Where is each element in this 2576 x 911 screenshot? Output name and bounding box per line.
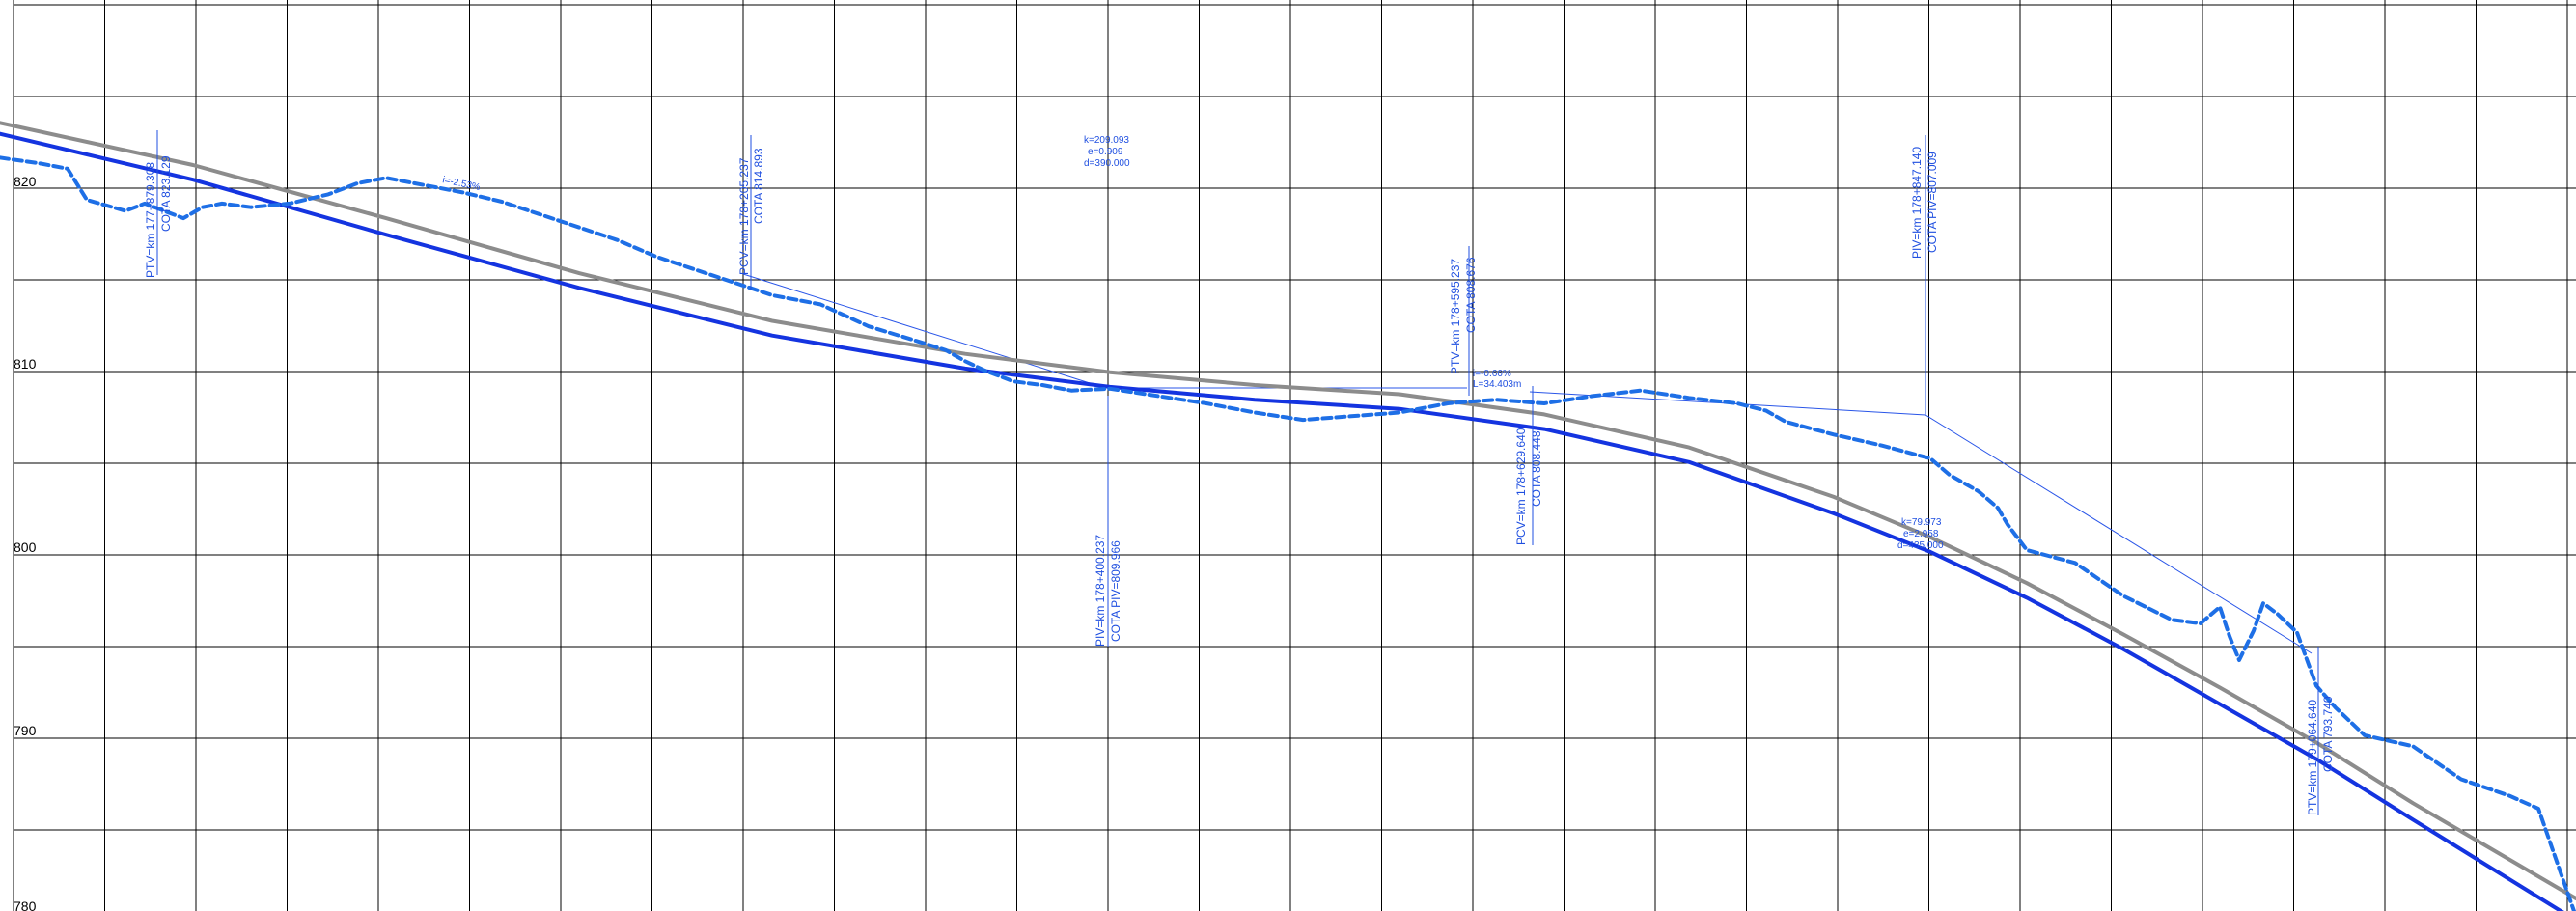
grade-label: i=-0.66% (1473, 369, 1511, 379)
elevation-tick-label: 810 (14, 356, 37, 372)
curve-k-label: k=209.093 (1084, 135, 1129, 146)
piv-elevation-label: COTA PIV=809.966 (1109, 540, 1122, 642)
ptv-station-label: PTV=km 178+595.237 (1449, 259, 1462, 374)
grade-label: L=34.403m (1473, 379, 1521, 390)
curve-k-label: k=79.973 (1901, 517, 1942, 528)
curve-d-label: d=435.000 (1897, 540, 1944, 551)
pcv-station-label: PCV=km 178+629.640 (1514, 428, 1528, 545)
pcv-elevation-label: COTA 808.448 (1530, 430, 1543, 507)
piv-station-label: PIV=km 178+400.237 (1094, 535, 1107, 647)
elevation-tick-label: 780 (14, 898, 37, 911)
ptv-elevation-label: COTA 823.129 (159, 155, 173, 232)
curve-d-label: d=390.000 (1084, 158, 1130, 169)
vertical-curve-parameters: k=209.093 e=0.909 d=390.000 k=79.973 e=2… (1084, 135, 1944, 551)
reference-grade-line (0, 121, 2576, 900)
curve-e-label: e=0.909 (1088, 147, 1123, 157)
pcv-station-label: PCV=km 178+205.237 (737, 157, 751, 275)
station-annotations: PTV=km 177+879.308 COTA 823.129 PCV=km 1… (144, 147, 2335, 815)
ptv-station-label: PTV=km 179+064.640 (2306, 700, 2319, 815)
profile-series (0, 121, 2576, 911)
piv-elevation-label: COTA PIV=807.009 (1925, 152, 1939, 253)
elevation-tick-label: 820 (14, 174, 37, 189)
annotation-leaders (156, 130, 2319, 815)
elevation-tick-label: 800 (14, 539, 37, 555)
design-grade-line (0, 131, 2564, 911)
ptv-elevation-label: COTA 808.676 (1464, 257, 1478, 333)
profile-grid (13, 0, 2576, 911)
pcv-elevation-label: COTA 814.893 (752, 148, 765, 224)
ptv-elevation-label: COTA 793.740 (2321, 696, 2335, 772)
terrain-profile-line (0, 155, 2576, 911)
ptv-station-label: PTV=km 177+879.308 (144, 162, 157, 278)
elevation-tick-label: 790 (14, 723, 37, 738)
curve-e-label: e=2.958 (1903, 529, 1939, 539)
elevation-axis-labels: 820 810 800 790 780 (14, 174, 37, 911)
piv-station-label: PIV=km 178+847.140 (1910, 147, 1924, 259)
